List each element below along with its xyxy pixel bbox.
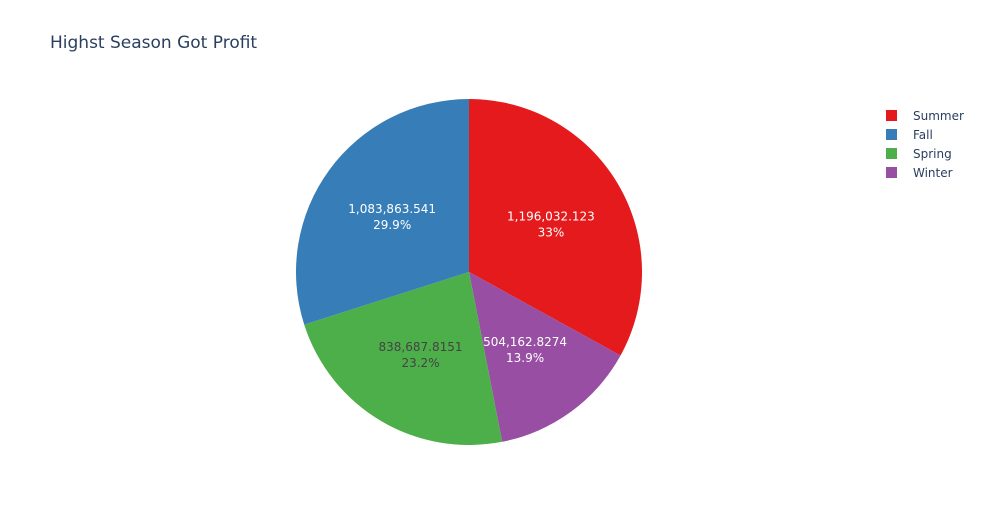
pie-value-label-winter: 504,162.8274	[483, 335, 567, 349]
pie-label-summer: 1,196,032.123 33%	[507, 210, 595, 240]
legend-swatch-winter	[886, 167, 897, 178]
pie-label-spring: 838,687.8151 23.2%	[379, 340, 463, 370]
legend-label-spring: Spring	[913, 146, 952, 161]
pie-slice-spring[interactable]	[304, 272, 503, 445]
legend-label-fall: Fall	[913, 127, 933, 142]
pie-percent-label-summer: 33%	[538, 226, 565, 240]
pie-value-label-fall: 1,083,863.541	[348, 202, 436, 216]
pie-percent-label-spring: 23.2%	[401, 356, 439, 370]
legend-label-summer: Summer	[913, 108, 964, 123]
pie-value-label-spring: 838,687.8151	[379, 340, 463, 354]
legend-swatch-summer	[886, 110, 897, 121]
legend-item-fall[interactable]: Fall	[886, 125, 964, 144]
pie-label-winter: 504,162.8274 13.9%	[483, 335, 567, 365]
pie-slice-summer[interactable]	[469, 99, 642, 356]
legend-item-winter[interactable]: Winter	[886, 163, 964, 182]
pie-percent-label-winter: 13.9%	[506, 351, 544, 365]
legend-label-winter: Winter	[913, 165, 953, 180]
pie-slice-fall[interactable]	[296, 99, 469, 325]
legend-item-spring[interactable]: Spring	[886, 144, 964, 163]
pie-slice-winter[interactable]	[469, 272, 621, 442]
legend-swatch-fall	[886, 129, 897, 140]
pie-label-fall: 1,083,863.541 29.9%	[348, 202, 436, 232]
legend-swatch-spring	[886, 148, 897, 159]
chart-title: Highst Season Got Profit	[50, 33, 258, 53]
pie-value-label-summer: 1,196,032.123	[507, 210, 595, 224]
legend: Summer Fall Spring Winter	[886, 106, 964, 182]
legend-item-summer[interactable]: Summer	[886, 106, 964, 125]
pie-percent-label-fall: 29.9%	[373, 218, 411, 232]
